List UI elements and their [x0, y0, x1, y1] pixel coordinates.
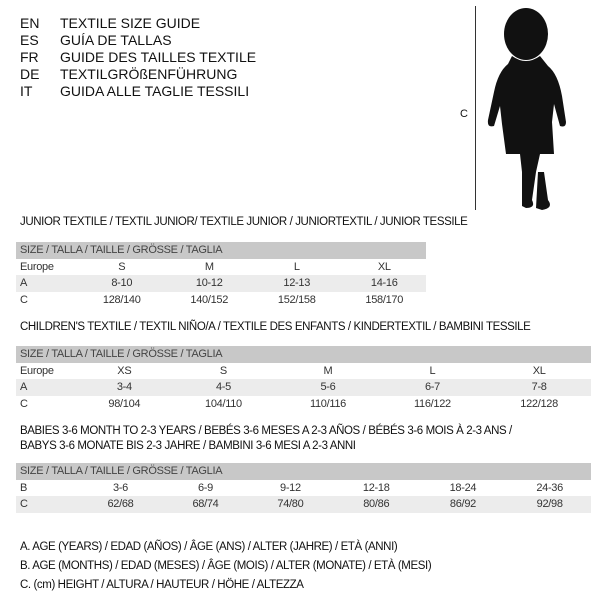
size-header: SIZE / TALLA / TAILLE / GRÖSSE / TAGLIA: [16, 463, 591, 480]
cell: 104/110: [205, 397, 242, 410]
cell: 8-10: [76, 275, 164, 292]
child-silhouette-icon: [487, 8, 566, 210]
legend-item: A. AGE (YEARS) / EDAD (AÑOS) / ÂGE (ANS)…: [20, 541, 398, 553]
cell: 14-16: [338, 275, 426, 292]
language-title: TEXTILE SIZE GUIDE: [60, 15, 201, 31]
babies-section-title: BABIES 3-6 MONTH TO 2-3 YEARS / BEBÉS 3-…: [20, 424, 512, 454]
table-row: Europe XS S M L XL: [16, 363, 591, 380]
cell: 122/128: [520, 397, 558, 410]
cell: 3-6: [112, 481, 128, 494]
language-code: IT: [20, 83, 33, 99]
cell: 128/140: [102, 293, 141, 306]
legend-item: C. (cm) HEIGHT / ALTURA / HAUTEUR / HÖHE…: [20, 579, 304, 591]
cell: XL: [532, 364, 546, 377]
cell: 116/122: [414, 397, 451, 410]
children-section-title: CHILDREN'S TEXTILE / TEXTIL NIÑO/A / TEX…: [20, 321, 531, 333]
cell: M: [204, 260, 214, 273]
size-header: SIZE / TALLA / TAILLE / GRÖSSE / TAGLIA: [16, 346, 591, 363]
cell: 6-9: [197, 481, 213, 494]
babies-title-line: BABYS 3-6 MONATE BIS 2-3 JAHRE / BAMBINI…: [20, 440, 356, 452]
table-row: C 98/104 104/110 110/116 116/122 122/128: [16, 396, 591, 413]
height-label: C: [460, 108, 468, 120]
cell: 74/80: [245, 496, 331, 513]
cell: 12-18: [362, 481, 390, 494]
cell: L: [293, 260, 300, 273]
language-row: EN TEXTILE SIZE GUIDE: [20, 15, 256, 32]
junior-section-title: JUNIOR TEXTILE / TEXTIL JUNIOR/ TEXTILE …: [20, 216, 468, 228]
language-code: DE: [20, 66, 40, 82]
cell: 4-5: [168, 379, 275, 396]
language-row: ES GUÍA DE TALLAS: [20, 32, 256, 49]
table-row: C 128/140 140/152 152/158 158/170: [16, 292, 426, 309]
cell: 24-36: [536, 481, 563, 494]
language-title: TEXTILGRÖßENFÜHRUNG: [60, 66, 238, 82]
cell: 110/116: [309, 397, 346, 410]
table-header-row: SIZE / TALLA / TAILLE / GRÖSSE / TAGLIA: [16, 242, 426, 259]
children-size-table: SIZE / TALLA / TAILLE / GRÖSSE / TAGLIA …: [16, 346, 591, 412]
cell: 98/104: [108, 397, 141, 410]
row-label: C: [20, 293, 28, 306]
cell: XS: [117, 364, 132, 377]
table-header-row: SIZE / TALLA / TAILLE / GRÖSSE / TAGLIA: [16, 346, 591, 363]
babies-title-line: BABIES 3-6 MONTH TO 2-3 YEARS / BEBÉS 3-…: [20, 425, 512, 437]
cell: 92/98: [504, 496, 591, 513]
cell: 80/86: [330, 496, 418, 513]
cell: 12-13: [251, 275, 339, 292]
table-header-row: SIZE / TALLA / TAILLE / GRÖSSE / TAGLIA: [16, 463, 591, 480]
table-row: Europe S M L XL: [16, 259, 426, 276]
language-title: GUIDA ALLE TAGLIE TESSILI: [60, 83, 250, 99]
row-label: C: [16, 496, 76, 513]
row-label: B: [20, 481, 28, 494]
row-label: A: [16, 275, 76, 292]
language-row: DE TEXTILGRÖßENFÜHRUNG: [20, 66, 256, 83]
cell: 9-12: [280, 481, 301, 494]
language-title: GUIDE DES TAILLES TEXTILE: [60, 49, 257, 65]
cell: 158/170: [365, 293, 404, 306]
row-label: C: [20, 397, 28, 410]
language-row: IT GUIDA ALLE TAGLIE TESSILI: [20, 83, 256, 100]
row-label: Europe: [20, 364, 54, 377]
cell: 68/74: [160, 496, 246, 513]
cell: XL: [377, 260, 391, 273]
language-title: GUÍA DE TALLAS: [60, 32, 172, 48]
cell: M: [323, 364, 333, 377]
language-code: EN: [20, 15, 40, 31]
height-measure-line: [475, 6, 476, 210]
cell: 5-6: [274, 379, 378, 396]
language-code: ES: [20, 32, 39, 48]
legend: A. AGE (YEARS) / EDAD (AÑOS) / ÂGE (ANS)…: [20, 538, 432, 595]
legend-item: B. AGE (MONTHS) / EDAD (MESES) / ÂGE (MO…: [20, 560, 432, 572]
cell: 18-24: [449, 481, 477, 494]
cell: S: [219, 364, 227, 377]
table-row: A 8-10 10-12 12-13 14-16: [16, 275, 426, 292]
table-row: B 3-6 6-9 9-12 12-18 18-24 24-36: [16, 480, 591, 497]
language-row: FR GUIDE DES TAILLES TEXTILE: [20, 49, 256, 66]
language-code: FR: [20, 49, 39, 65]
cell: 3-4: [76, 379, 169, 396]
cell: 10-12: [163, 275, 251, 292]
cell: 62/68: [76, 496, 161, 513]
row-label: A: [16, 379, 76, 396]
babies-size-table: SIZE / TALLA / TAILLE / GRÖSSE / TAGLIA …: [16, 463, 591, 513]
cell: L: [429, 364, 436, 377]
cell: 152/158: [277, 293, 316, 306]
row-label: Europe: [20, 260, 54, 273]
cell: S: [118, 260, 126, 273]
size-header: SIZE / TALLA / TAILLE / GRÖSSE / TAGLIA: [16, 242, 426, 259]
cell: 6-7: [377, 379, 484, 396]
junior-size-table: SIZE / TALLA / TAILLE / GRÖSSE / TAGLIA …: [16, 242, 426, 308]
cell: 86/92: [417, 496, 505, 513]
cell: 140/152: [190, 293, 229, 306]
table-row: C 62/68 68/74 74/80 80/86 86/92 92/98: [16, 496, 591, 513]
language-list: EN TEXTILE SIZE GUIDE ES GUÍA DE TALLAS FR…: [20, 15, 256, 100]
table-row: A 3-4 4-5 5-6 6-7 7-8: [16, 379, 591, 396]
cell: 7-8: [483, 379, 591, 396]
